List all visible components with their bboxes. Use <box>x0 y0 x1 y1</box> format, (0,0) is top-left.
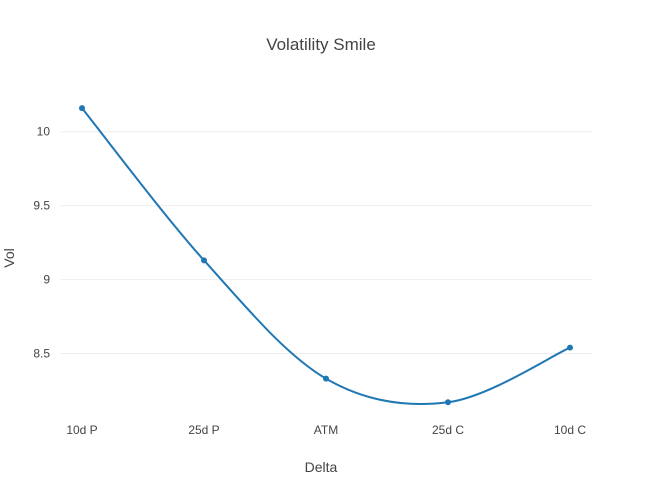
x-axis-ticks: 10d P 25d P ATM 25d C 10d C <box>66 423 586 437</box>
data-point[interactable] <box>567 344 573 351</box>
x-tick-label: 25d P <box>188 423 219 437</box>
data-point[interactable] <box>79 105 85 112</box>
gridlines <box>60 131 592 354</box>
data-point[interactable] <box>201 257 207 264</box>
x-tick-label: 10d P <box>66 423 97 437</box>
y-tick-label: 9.5 <box>33 199 50 213</box>
x-axis-title: Delta <box>305 459 338 475</box>
series-line <box>81 107 571 406</box>
series-layer <box>79 105 573 406</box>
data-point[interactable] <box>323 375 329 382</box>
y-tick-label: 8.5 <box>33 346 50 360</box>
y-tick-label: 9 <box>43 273 50 287</box>
x-tick-label: 10d C <box>554 423 586 437</box>
y-tick-label: 10 <box>37 125 51 139</box>
chart-title: Volatility Smile <box>266 35 376 54</box>
y-axis-ticks: 8.5 9 9.5 10 <box>33 125 50 361</box>
x-tick-label: 25d C <box>432 423 464 437</box>
y-axis-title: Vol <box>1 248 17 267</box>
x-tick-label: ATM <box>314 423 338 437</box>
data-point[interactable] <box>445 399 451 406</box>
